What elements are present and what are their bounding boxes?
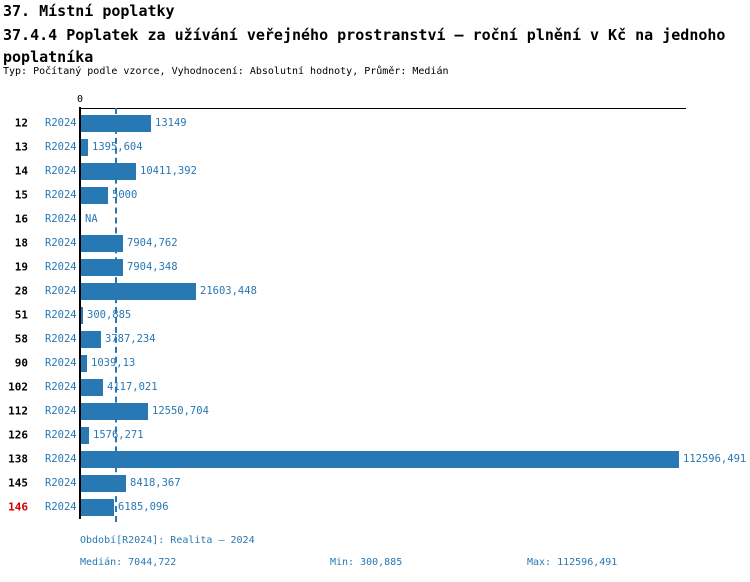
row-value-label: NA (85, 213, 98, 225)
row-period-label: R2024 (45, 141, 77, 153)
chart-row: 18 R2024 7904,762 (0, 231, 750, 255)
row-period-label: R2024 (45, 117, 77, 129)
footer-period-legend: Období[R2024]: Realita – 2024 (80, 535, 255, 546)
row-category-label: 28 (14, 284, 28, 298)
row-value-label: 112596,491 (683, 453, 747, 465)
row-bar (81, 379, 103, 396)
row-category-label: 19 (14, 260, 28, 274)
row-period-label: R2024 (45, 213, 77, 225)
median-reference-line (115, 108, 117, 522)
chart-row: 28 R2024 21603,448 (0, 279, 750, 303)
chart-row: 58 R2024 3787,234 (0, 327, 750, 351)
row-period-label: R2024 (45, 405, 77, 417)
row-bar (81, 475, 126, 492)
row-category-label: 145 (8, 476, 28, 490)
chart-row: 112 R2024 12550,704 (0, 399, 750, 423)
row-period-label: R2024 (45, 381, 77, 393)
row-bar (81, 355, 87, 372)
row-bar (81, 115, 151, 132)
row-category-label: 16 (14, 212, 28, 226)
chart-row: 138 R2024 112596,491 (0, 447, 750, 471)
row-value-label: 12550,704 (152, 405, 209, 417)
row-category-label: 112 (8, 404, 28, 418)
chart-row: 145 R2024 8418,367 (0, 471, 750, 495)
row-category-label: 90 (14, 356, 28, 370)
row-bar (81, 307, 83, 324)
row-period-label: R2024 (45, 309, 77, 321)
row-period-label: R2024 (45, 189, 77, 201)
report-title: 37. Místní poplatky (3, 2, 175, 20)
chart-row: 13 R2024 1395,604 (0, 135, 750, 159)
footer-min-stat: Min: 300,885 (330, 557, 403, 568)
chart-row: 15 R2024 5000 (0, 183, 750, 207)
row-category-label: 138 (8, 452, 28, 466)
chart-row: 14 R2024 10411,392 (0, 159, 750, 183)
row-period-label: R2024 (45, 357, 77, 369)
row-bar (81, 259, 123, 276)
row-category-label: 126 (8, 428, 28, 442)
row-value-label: 300,885 (87, 309, 132, 321)
row-value-label: 21603,448 (200, 285, 257, 297)
row-period-label: R2024 (45, 333, 77, 345)
y-axis-line (79, 107, 81, 519)
row-period-label: R2024 (45, 477, 77, 489)
footer-median-stat: Medián: 7044,722 (80, 557, 177, 568)
x-axis-line (79, 108, 686, 109)
row-bar (81, 163, 136, 180)
row-bar (81, 331, 101, 348)
chart-row: 146 R2024 6185,096 (0, 495, 750, 519)
row-value-label: 6185,096 (118, 501, 169, 513)
report-subtitle: 37.4.4 Poplatek za užívání veřejného pro… (3, 26, 726, 66)
row-bar (81, 235, 123, 252)
row-category-label: 146 (8, 500, 28, 514)
row-bar (81, 427, 89, 444)
row-value-label: 1039,13 (91, 357, 136, 369)
row-value-label: 4117,021 (107, 381, 158, 393)
row-period-label: R2024 (45, 285, 77, 297)
row-category-label: 14 (14, 164, 28, 178)
chart-row: 51 R2024 300,885 (0, 303, 750, 327)
row-bar (81, 283, 196, 300)
report-meta-line: Typ: Počítaný podle vzorce, Vyhodnocení:… (3, 66, 449, 77)
footer-max-stat: Max: 112596,491 (527, 557, 618, 568)
row-value-label: 7904,348 (127, 261, 178, 273)
row-bar (81, 499, 114, 516)
row-value-label: 3787,234 (105, 333, 156, 345)
row-period-label: R2024 (45, 453, 77, 465)
row-value-label: 10411,392 (140, 165, 197, 177)
row-category-label: 15 (14, 188, 28, 202)
chart-row: 16 R2024 NA (0, 207, 750, 231)
row-value-label: 5000 (112, 189, 138, 201)
row-value-label: 13149 (155, 117, 187, 129)
row-bar (81, 451, 679, 468)
row-category-label: 18 (14, 236, 28, 250)
row-bar (81, 403, 148, 420)
row-category-label: 51 (14, 308, 28, 322)
row-value-label: 1576,271 (93, 429, 144, 441)
chart-row: 126 R2024 1576,271 (0, 423, 750, 447)
row-value-label: 8418,367 (130, 477, 181, 489)
row-period-label: R2024 (45, 429, 77, 441)
chart-row: 19 R2024 7904,348 (0, 255, 750, 279)
row-category-label: 102 (8, 380, 28, 394)
row-period-label: R2024 (45, 501, 77, 513)
row-period-label: R2024 (45, 165, 77, 177)
chart-row: 90 R2024 1039,13 (0, 351, 750, 375)
chart-row: 102 R2024 4117,021 (0, 375, 750, 399)
row-bar (81, 139, 88, 156)
row-period-label: R2024 (45, 261, 77, 273)
row-value-label: 7904,762 (127, 237, 178, 249)
row-value-label: 1395,604 (92, 141, 143, 153)
row-period-label: R2024 (45, 237, 77, 249)
x-axis-zero-tick-label: 0 (76, 94, 84, 105)
chart-row: 12 R2024 13149 (0, 111, 750, 135)
row-category-label: 12 (14, 116, 28, 130)
row-bar (81, 187, 108, 204)
row-category-label: 13 (14, 140, 28, 154)
row-category-label: 58 (14, 332, 28, 346)
